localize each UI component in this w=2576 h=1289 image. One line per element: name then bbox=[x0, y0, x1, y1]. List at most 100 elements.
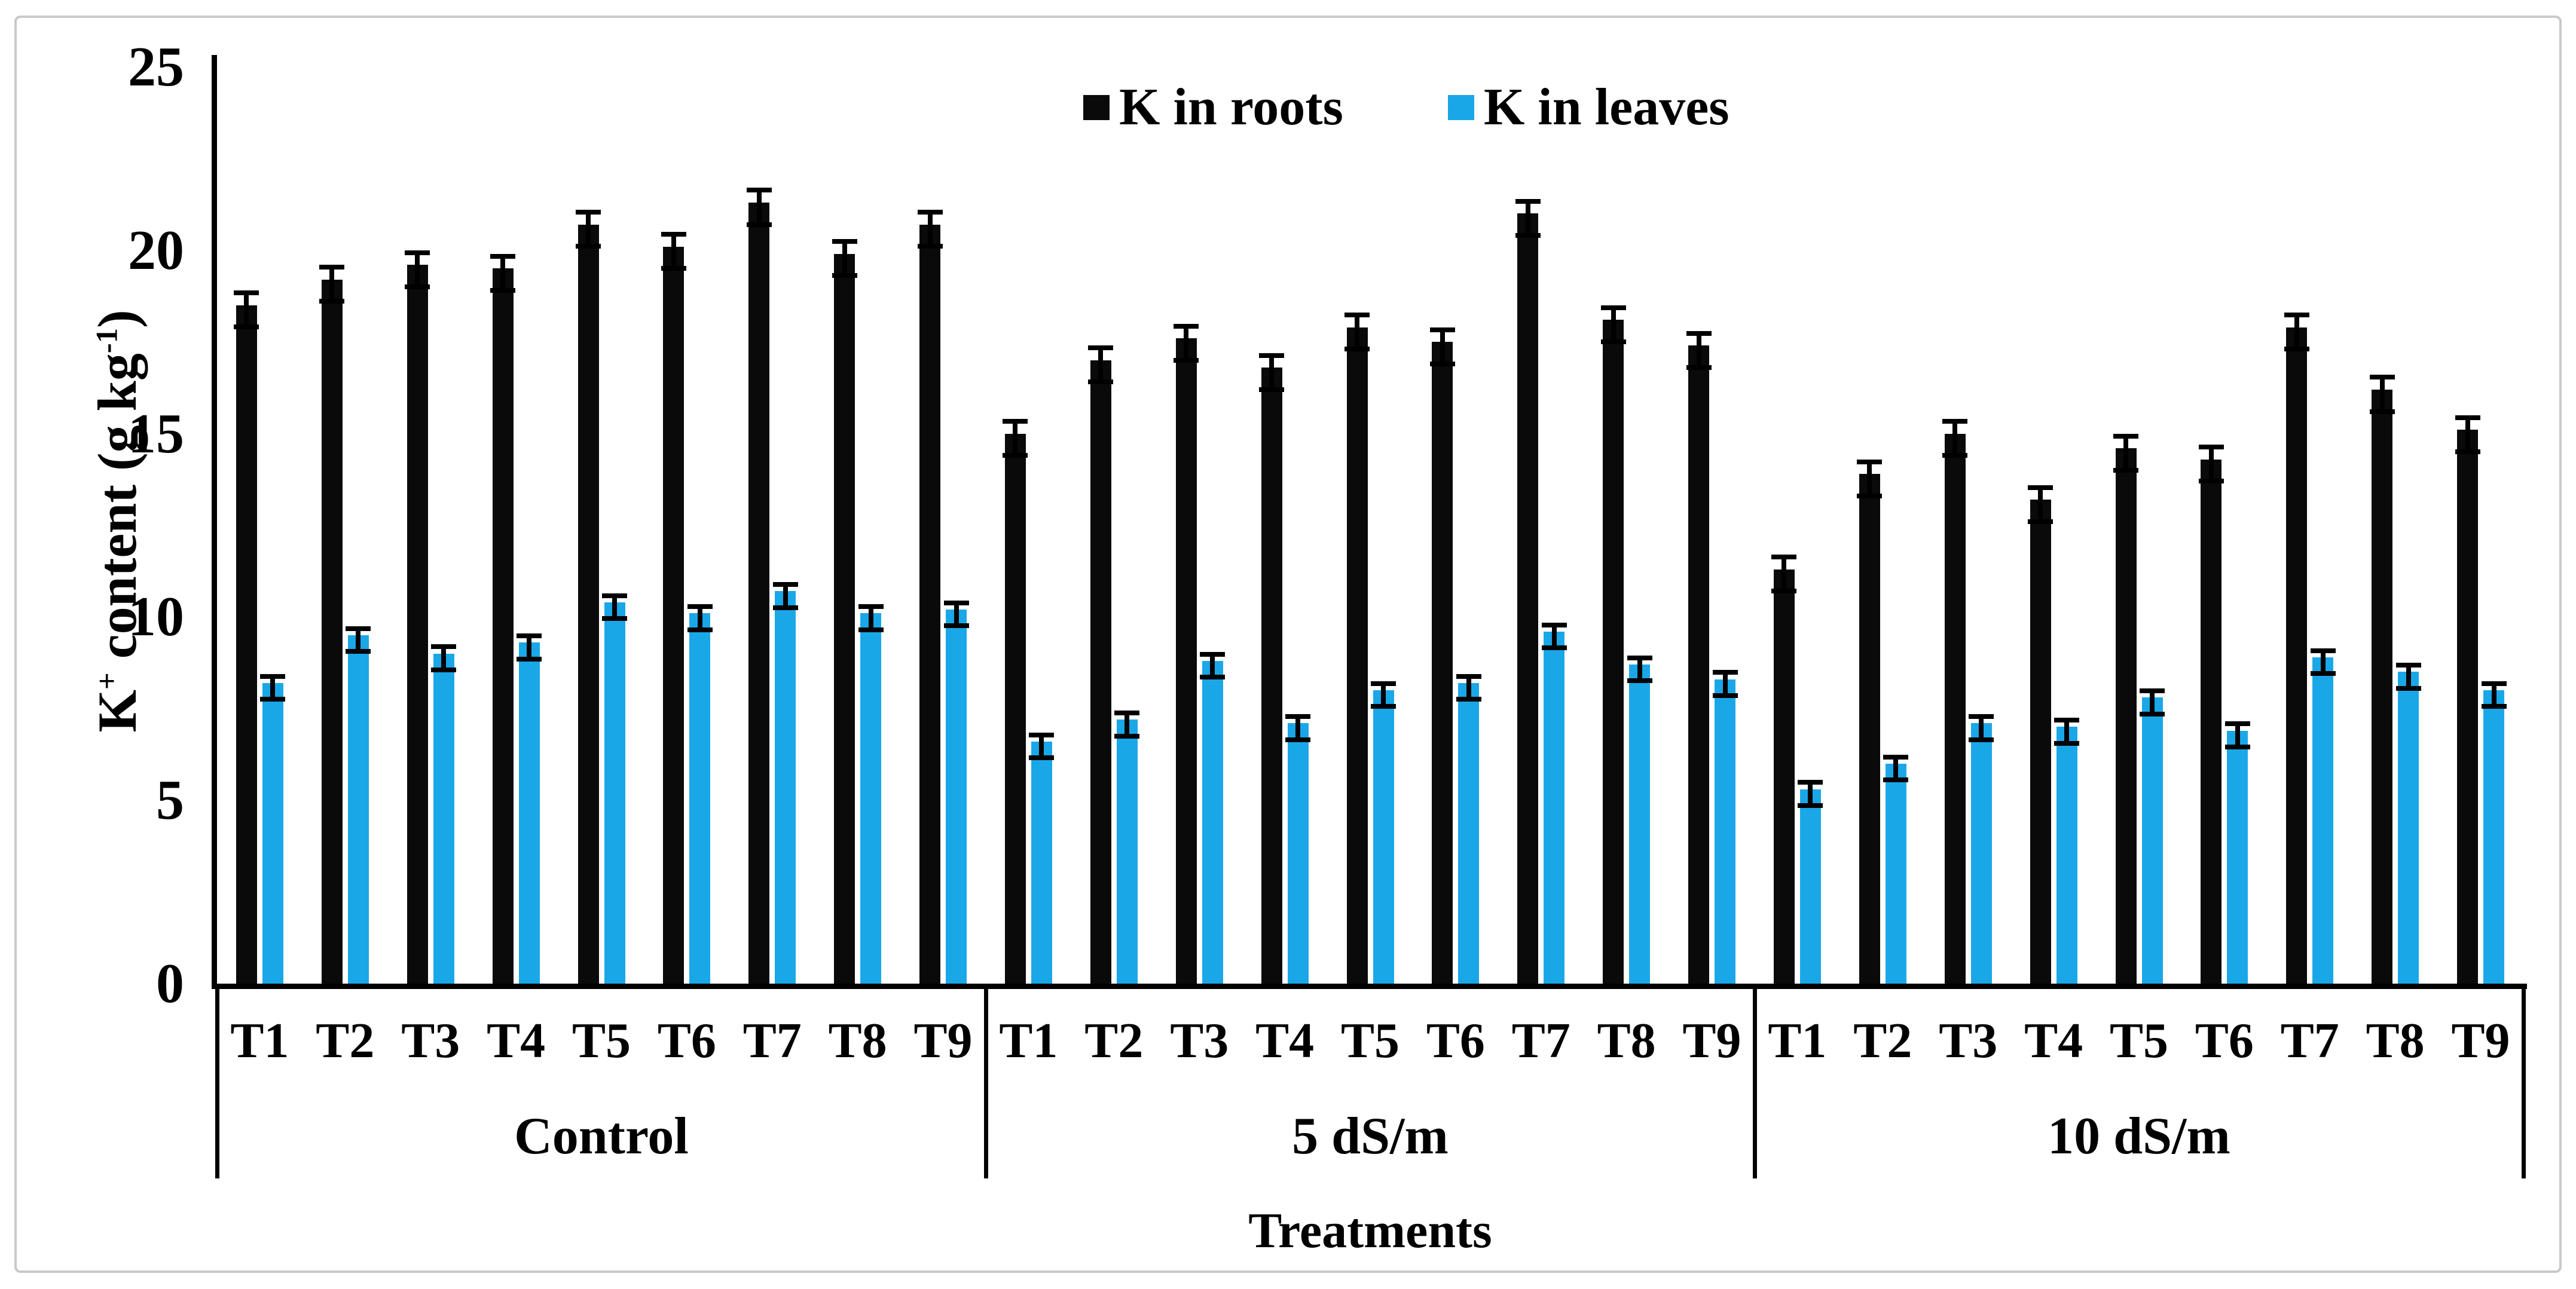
category-label: T4 bbox=[487, 1013, 546, 1068]
error-bar bbox=[1942, 419, 1968, 458]
category-label: T6 bbox=[2195, 1013, 2254, 1068]
bar-leaves bbox=[689, 613, 711, 984]
y-tick-label: 25 bbox=[128, 36, 184, 98]
bar-leaves bbox=[262, 682, 283, 984]
y-axis-title-superscript-plus: + bbox=[90, 672, 124, 690]
bar-roots bbox=[407, 265, 428, 984]
y-axis-line bbox=[212, 55, 217, 989]
bar-leaves bbox=[1715, 679, 1736, 984]
error-bar bbox=[1114, 710, 1140, 739]
bar-leaves bbox=[2056, 727, 2077, 984]
error-bar bbox=[2284, 313, 2309, 352]
error-bar bbox=[1200, 651, 1226, 680]
error-bar bbox=[1285, 714, 1311, 742]
category-label: T3 bbox=[1170, 1013, 1229, 1068]
error-bar bbox=[1429, 327, 1455, 366]
error-bar bbox=[1174, 323, 1199, 363]
error-bar bbox=[346, 626, 371, 654]
bar-roots bbox=[1773, 569, 1795, 984]
error-bar bbox=[1088, 345, 1114, 385]
error-bar bbox=[602, 593, 627, 621]
error-bar bbox=[2113, 433, 2138, 473]
y-tick-label: 10 bbox=[128, 586, 184, 648]
bar-roots bbox=[236, 305, 257, 984]
error-bar bbox=[1456, 673, 1481, 702]
legend-item-roots: K in roots bbox=[1083, 78, 1343, 137]
category-label: T4 bbox=[1255, 1013, 1315, 1068]
bar-roots bbox=[1261, 368, 1282, 984]
error-bar bbox=[1627, 655, 1652, 684]
error-bar bbox=[1686, 330, 1712, 370]
bar-leaves bbox=[1970, 723, 1992, 984]
category-label: T8 bbox=[1597, 1013, 1656, 1068]
bar-roots bbox=[1859, 474, 1880, 984]
category-label: T9 bbox=[2451, 1013, 2510, 1068]
error-bar bbox=[2054, 718, 2080, 746]
category-label: T5 bbox=[572, 1013, 631, 1068]
bar-leaves bbox=[1116, 719, 1138, 984]
error-bar bbox=[431, 644, 457, 673]
error-bar bbox=[517, 633, 542, 662]
error-bar bbox=[1344, 313, 1370, 352]
category-label: T2 bbox=[1853, 1013, 1912, 1068]
category-label: T9 bbox=[913, 1013, 973, 1068]
error-bar bbox=[1969, 714, 1994, 742]
bar-roots bbox=[2201, 459, 2222, 984]
bar-leaves bbox=[1458, 682, 1480, 984]
error-bar bbox=[687, 604, 713, 632]
group-label: 5 dS/m bbox=[1292, 1107, 1449, 1165]
y-axis-title-base: K bbox=[87, 690, 148, 733]
y-axis-title-close: ) bbox=[87, 310, 148, 328]
category-label: T2 bbox=[1084, 1013, 1144, 1068]
bar-leaves bbox=[1799, 789, 1821, 984]
error-bar bbox=[746, 188, 772, 227]
bar-roots bbox=[2372, 389, 2393, 984]
bar-roots bbox=[919, 224, 941, 984]
category-label: T5 bbox=[1340, 1013, 1399, 1068]
bar-roots bbox=[1944, 433, 1966, 984]
error-bar bbox=[2395, 663, 2421, 691]
bar-roots bbox=[1090, 360, 1111, 984]
error-bar bbox=[2310, 648, 2336, 676]
bar-roots bbox=[1517, 213, 1539, 984]
figure-border bbox=[14, 16, 2562, 1273]
category-label: T1 bbox=[999, 1013, 1058, 1068]
error-bar bbox=[1883, 754, 1909, 783]
error-bar bbox=[1259, 353, 1285, 392]
bar-roots bbox=[2286, 327, 2308, 984]
category-label: T8 bbox=[2366, 1013, 2425, 1068]
error-bar bbox=[319, 265, 345, 304]
category-label: T8 bbox=[828, 1013, 887, 1068]
error-bar bbox=[772, 582, 798, 610]
bar-roots bbox=[577, 224, 599, 984]
bar-leaves bbox=[1202, 661, 1223, 984]
error-bar bbox=[917, 210, 943, 249]
bar-leaves bbox=[347, 635, 369, 984]
legend-item-leaves: K in leaves bbox=[1447, 78, 1729, 137]
bar-leaves bbox=[1031, 742, 1052, 984]
legend-label-roots: K in roots bbox=[1119, 78, 1343, 136]
bar-roots bbox=[1004, 433, 1026, 984]
category-label: T3 bbox=[401, 1013, 460, 1068]
error-bar bbox=[1029, 732, 1055, 761]
bar-leaves bbox=[1885, 763, 1906, 984]
category-label: T1 bbox=[1768, 1013, 1827, 1068]
y-tick-label: 5 bbox=[156, 769, 184, 832]
category-label: T2 bbox=[316, 1013, 375, 1068]
bar-roots bbox=[748, 203, 770, 984]
bar-leaves bbox=[860, 613, 882, 984]
bar-leaves bbox=[2398, 672, 2419, 984]
error-bar bbox=[2224, 721, 2250, 749]
error-bar bbox=[2455, 415, 2480, 454]
category-label: T7 bbox=[1511, 1013, 1570, 1068]
group-separator-line bbox=[984, 984, 988, 1178]
category-label: T7 bbox=[2280, 1013, 2339, 1068]
bar-leaves bbox=[2141, 697, 2163, 984]
category-label: T6 bbox=[657, 1013, 716, 1068]
x-axis-line bbox=[212, 984, 2527, 989]
y-tick-label: 0 bbox=[156, 953, 184, 1015]
bar-roots bbox=[492, 268, 514, 984]
bar-roots bbox=[1688, 345, 1710, 984]
error-bar bbox=[405, 250, 430, 289]
